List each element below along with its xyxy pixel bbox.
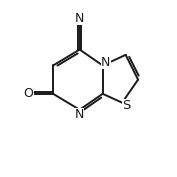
Text: O: O — [24, 87, 34, 100]
Text: N: N — [75, 12, 84, 25]
Text: S: S — [122, 99, 131, 112]
Text: N: N — [75, 108, 84, 121]
Text: N: N — [101, 56, 110, 69]
